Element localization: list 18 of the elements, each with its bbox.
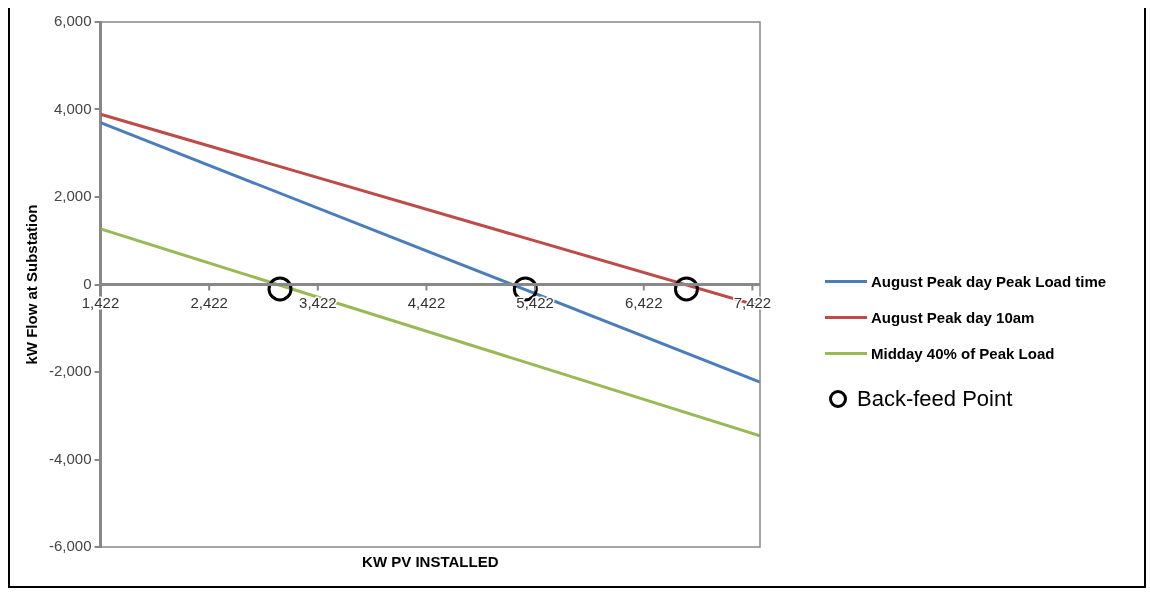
legend-label: August Peak day Peak Load time [871, 272, 1107, 290]
legend-label: August Peak day 10am [871, 308, 1035, 326]
y-tick-label: 6,000 [53, 12, 92, 30]
y-tick-label: 4,000 [53, 99, 92, 117]
legend-label: Midday 40% of Peak Load [871, 344, 1055, 362]
y-tick-label: -6,000 [48, 537, 92, 555]
x-tick-label: 2,422 [190, 294, 228, 312]
x-tick-label: 3,422 [299, 294, 337, 312]
y-tick-label: -4,000 [48, 449, 92, 467]
y-axis-title: kW Flow at Substation [23, 204, 41, 365]
x-axis-title: KW PV INSTALLED [362, 552, 499, 570]
y-tick-label: 0 [83, 274, 92, 292]
legend-label: Back-feed Point [857, 386, 1013, 412]
y-tick-label: -2,000 [48, 362, 92, 380]
x-tick-label: 6,422 [624, 294, 663, 312]
x-tick-label: 5,422 [516, 294, 554, 312]
x-tick-label: 4,422 [407, 294, 446, 312]
y-tick-label: 2,000 [53, 187, 92, 205]
